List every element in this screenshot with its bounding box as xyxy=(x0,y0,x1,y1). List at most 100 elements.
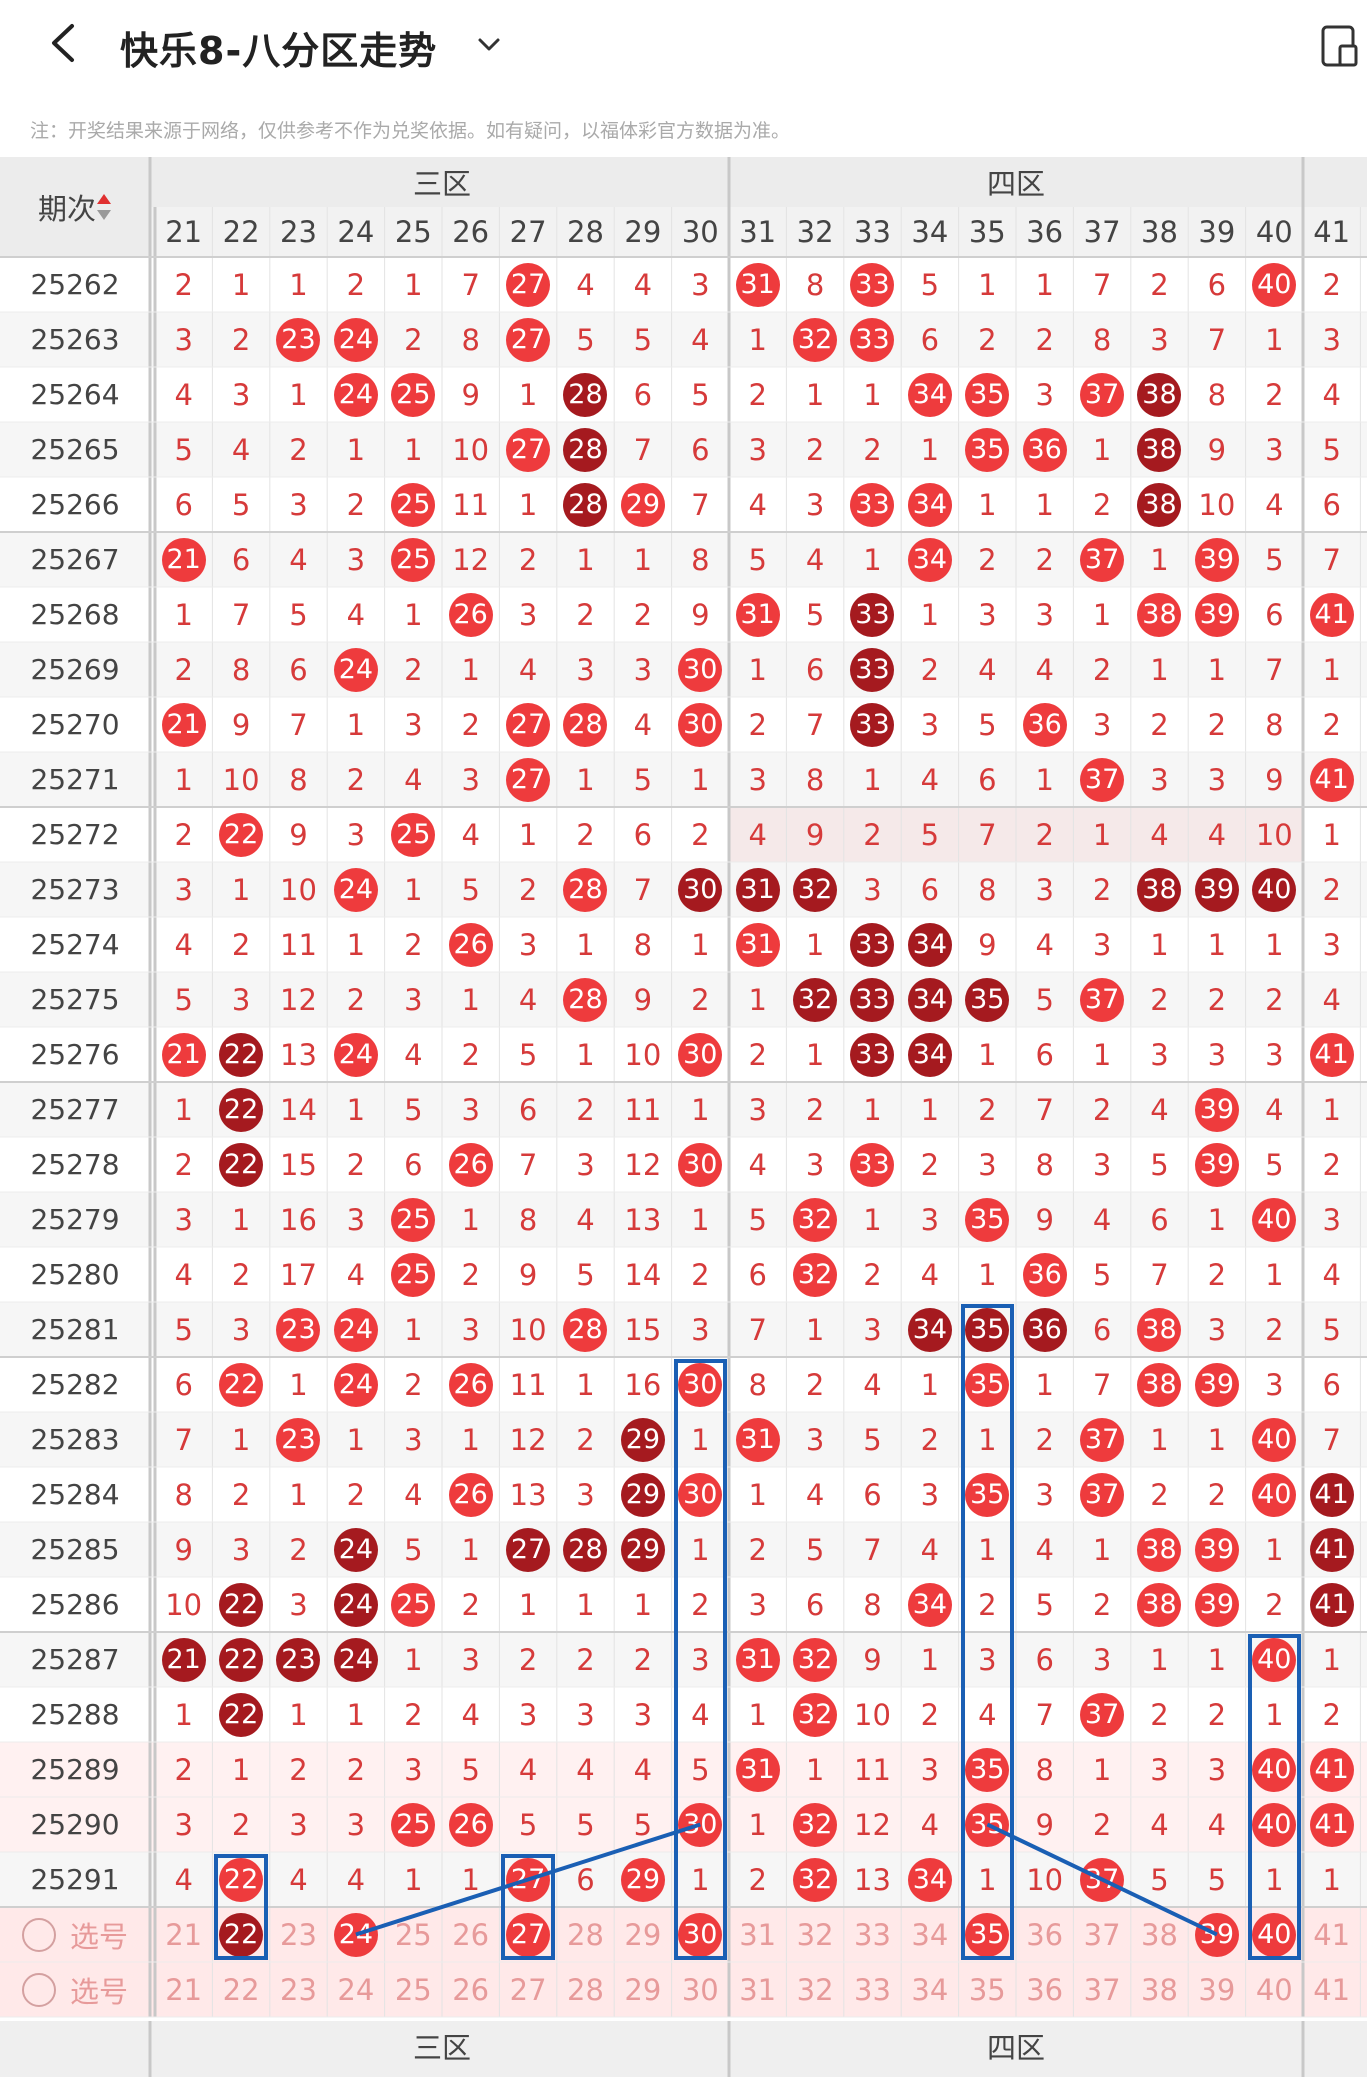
miss-count: 11 xyxy=(280,927,317,962)
table-cell: 4 xyxy=(614,697,671,752)
table-cell: 23 xyxy=(270,312,327,367)
table-cell: 24 xyxy=(327,367,384,422)
table-cell: 8 xyxy=(786,752,843,807)
miss-count: 1 xyxy=(518,377,538,412)
drawn-ball: 24 xyxy=(333,867,378,912)
table-cell: 28 xyxy=(557,367,614,422)
table-cell: 1 xyxy=(844,752,901,807)
table-cell: 2 xyxy=(959,532,1016,587)
table-cell: 41 xyxy=(1303,1027,1360,1082)
miss-count: 2 xyxy=(1150,982,1169,1017)
table-cell: 1 xyxy=(672,917,729,972)
table-cell: 7 xyxy=(270,697,327,752)
miss-count: 3 xyxy=(576,652,595,687)
table-cell: 1 xyxy=(385,257,442,312)
miss-count: 1 xyxy=(576,762,595,797)
table-cell: 2 xyxy=(155,257,212,312)
table-cell: 1 xyxy=(212,862,269,917)
table-cell: 8 xyxy=(1246,697,1303,752)
table-cell: 4 xyxy=(1131,807,1188,862)
table-cell: 1 xyxy=(786,1027,843,1082)
column-header-40: 40 xyxy=(1255,215,1293,249)
drawn-ball: 37 xyxy=(1080,977,1125,1022)
miss-count: 10 xyxy=(222,762,260,797)
table-cell: 1 xyxy=(270,367,327,422)
miss-count: 7 xyxy=(1092,267,1112,302)
miss-count: 3 xyxy=(461,762,480,797)
table-cell: 2 xyxy=(327,752,384,807)
table-cell: 4 xyxy=(614,257,671,312)
miss-count: 2 xyxy=(346,762,366,797)
miss-count: 1 xyxy=(346,432,366,467)
table-cell: 7 xyxy=(442,257,499,312)
table-cell: 1 xyxy=(901,587,958,642)
miss-count: 3 xyxy=(920,707,940,742)
miss-count: 5 xyxy=(633,322,653,357)
table-cell: 12 xyxy=(442,532,499,587)
miss-count: 3 xyxy=(174,872,193,907)
device-switch-icon[interactable] xyxy=(1320,24,1360,68)
table-cell: 4 xyxy=(385,1027,442,1082)
miss-count: 1 xyxy=(1092,432,1112,467)
table-cell: 1 xyxy=(557,917,614,972)
table-cell: 3 xyxy=(1131,752,1188,807)
issue-number: 25266 xyxy=(30,488,120,521)
miss-count: 3 xyxy=(633,652,653,687)
miss-count: 12 xyxy=(452,542,490,577)
miss-count: 2 xyxy=(1150,707,1169,742)
drawn-ball: 41 xyxy=(1309,757,1354,802)
table-cell: 5 xyxy=(212,477,269,532)
table-cell: 5 xyxy=(729,532,786,587)
table-cell: 25 xyxy=(385,532,442,587)
pattern-connector-line xyxy=(355,1822,701,1937)
table-cell: 5 xyxy=(155,422,212,477)
table-cell: 4 xyxy=(1303,972,1360,1027)
table-cell: 2 xyxy=(212,917,269,972)
table-cell: 2 xyxy=(844,422,901,477)
drawn-ball: 28 xyxy=(563,372,608,417)
drawn-ball: 38 xyxy=(1137,372,1182,417)
table-cell: 32 xyxy=(786,862,843,917)
miss-count: 1 xyxy=(461,652,480,687)
drawn-ball: 28 xyxy=(563,867,608,912)
table-cell: 37 xyxy=(1073,532,1130,587)
miss-count: 3 xyxy=(1035,377,1054,412)
miss-count: 1 xyxy=(691,1092,710,1127)
table-cell: 8 xyxy=(959,862,1016,917)
table-cell: 2 xyxy=(499,532,556,587)
table-cell: 2 xyxy=(385,917,442,972)
table-cell: 4 xyxy=(385,752,442,807)
drawn-ball: 40 xyxy=(1252,867,1297,912)
table-cell: 8 xyxy=(1188,367,1245,422)
table-cell: 1 xyxy=(1303,807,1360,862)
issue-number: 25276 xyxy=(30,1038,120,1071)
issue-column-header[interactable]: 期次 xyxy=(0,157,150,257)
miss-count: 3 xyxy=(346,817,366,852)
table-cell: 1 xyxy=(270,257,327,312)
miss-count: 2 xyxy=(1322,872,1341,907)
back-arrow-icon[interactable] xyxy=(40,18,90,68)
issue-number: 25270 xyxy=(30,708,120,741)
miss-count: 1 xyxy=(518,487,538,522)
table-cell: 5 xyxy=(672,367,729,422)
table-cell: 2 xyxy=(1246,972,1303,1027)
miss-count: 7 xyxy=(461,267,480,302)
miss-count: 5 xyxy=(920,817,940,852)
table-cell: 6 xyxy=(270,642,327,697)
table-cell: 5 xyxy=(385,1082,442,1137)
table-cell: 2 xyxy=(786,1082,843,1137)
miss-count: 5 xyxy=(174,432,193,467)
table-cell: 6 xyxy=(786,642,843,697)
table-cell: 1 xyxy=(385,587,442,642)
table-cell: 4 xyxy=(959,642,1016,697)
table-cell: 6 xyxy=(901,312,958,367)
miss-count: 2 xyxy=(404,322,423,357)
miss-count: 6 xyxy=(633,817,653,852)
drawn-ball: 34 xyxy=(907,922,952,967)
table-cell: 2 xyxy=(557,1082,614,1137)
table-cell: 5 xyxy=(1016,972,1073,1027)
miss-count: 5 xyxy=(576,322,595,357)
chevron-down-icon[interactable] xyxy=(474,30,504,60)
page-title[interactable]: 快乐8-八分区走势 xyxy=(120,29,438,73)
sort-icon[interactable] xyxy=(96,192,112,222)
